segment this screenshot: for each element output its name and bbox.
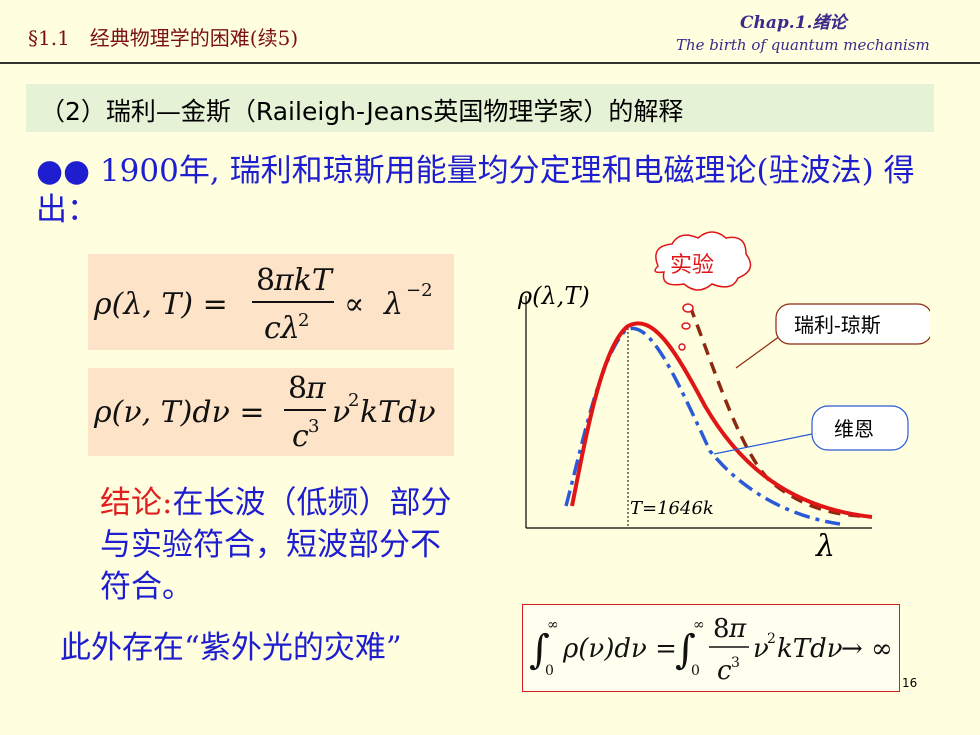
rayleigh-jeans-callout: 瑞利-琼斯 xyxy=(735,303,930,369)
ultraviolet-catastrophe-formula: ∫ ∞ 0 ρ(ν)dν = ∫ ∞ 0 8 π c 3 ν 2 kTdν → … xyxy=(522,604,900,692)
svg-text:→ ∞: → ∞ xyxy=(841,634,893,664)
svg-text:3: 3 xyxy=(731,655,740,671)
svg-text:π: π xyxy=(305,371,327,406)
svg-text:∞: ∞ xyxy=(693,617,705,633)
wien-callout-label: 维恩 xyxy=(834,417,874,441)
svg-text:∝: ∝ xyxy=(344,287,364,322)
wien-callout: 维恩 xyxy=(713,405,909,455)
ultraviolet-catastrophe-text: 此外存在“紫外光的灾难” xyxy=(60,630,402,666)
svg-text:ρ(ν, T)dν =: ρ(ν, T)dν = xyxy=(93,395,264,430)
svg-text:8: 8 xyxy=(713,614,730,644)
formula-3-svg: ∫ ∞ 0 ρ(ν)dν = ∫ ∞ 0 8 π c 3 ν 2 kTdν → … xyxy=(529,614,893,686)
svg-text:cλ: cλ xyxy=(264,311,300,346)
experiment-callout-label: 实验 xyxy=(670,253,714,278)
page-number: 16 xyxy=(902,676,918,690)
svg-text:2: 2 xyxy=(767,631,776,647)
formula-1-svg: ρ(λ, T) = 8 πkT cλ 2 ∝ λ −2 xyxy=(93,263,433,346)
temperature-label: T=1646k xyxy=(630,498,714,519)
svg-text:∫: ∫ xyxy=(529,627,550,673)
svg-text:2: 2 xyxy=(348,390,359,411)
svg-text:ν: ν xyxy=(753,634,769,664)
experiment-callout: 实验 xyxy=(654,231,752,351)
svg-text:0: 0 xyxy=(545,663,554,679)
section-heading: （2）瑞利—金斯（Raileigh-Jeans英国物理学家）的解释 xyxy=(40,97,684,126)
formula-2-svg: ρ(ν, T)dν = 8 π c 3 ν 2 kTdν xyxy=(93,371,436,454)
svg-text:0: 0 xyxy=(691,663,700,679)
svg-text:3: 3 xyxy=(308,416,319,437)
conclusion-text: 在长波（低频）部分与实验符合，短波部分不符合。 xyxy=(100,485,452,605)
rayleigh-jeans-wavelength-formula: ρ(λ, T) = 8 πkT cλ 2 ∝ λ −2 xyxy=(88,254,454,350)
conclusion-label: 结论: xyxy=(100,485,173,521)
conclusion: 结论:在长波（低频）部分与实验符合，短波部分不符合。 xyxy=(100,482,460,608)
svg-text:−2: −2 xyxy=(406,280,433,301)
header-subtitle: The birth of quantum mechanism xyxy=(676,36,930,54)
svg-text:c: c xyxy=(292,419,309,454)
svg-text:ρ(ν)dν =: ρ(ν)dν = xyxy=(562,634,677,664)
svg-text:∞: ∞ xyxy=(547,617,559,633)
svg-text:2: 2 xyxy=(298,310,309,331)
svg-text:kTdν: kTdν xyxy=(777,634,843,664)
rayleigh-jeans-frequency-formula: ρ(ν, T)dν = 8 π c 3 ν 2 kTdν xyxy=(88,368,454,456)
section-heading-box xyxy=(26,84,934,132)
svg-text:8: 8 xyxy=(288,371,307,406)
y-axis-label: ρ(λ,T) xyxy=(517,282,590,310)
header-divider xyxy=(0,62,980,64)
svg-text:c: c xyxy=(717,656,732,686)
svg-text:8: 8 xyxy=(256,263,275,298)
svg-text:∫: ∫ xyxy=(675,627,696,673)
svg-text:λ: λ xyxy=(383,287,403,322)
bullet-icon: ●● xyxy=(36,153,91,189)
header-title: §1.1 经典物理学的困难(续5) xyxy=(28,26,299,50)
intro-paragraph: ●● 1900年, 瑞利和琼斯用能量均分定理和电磁理论(驻波法) 得出： xyxy=(36,152,936,230)
intro-text: 1900年, 瑞利和琼斯用能量均分定理和电磁理论(驻波法) 得出： xyxy=(36,153,915,228)
svg-text:ρ(λ, T) =: ρ(λ, T) = xyxy=(93,287,228,322)
svg-text:πkT: πkT xyxy=(273,263,334,298)
svg-text:ν: ν xyxy=(332,395,350,430)
x-axis-label: λ xyxy=(815,529,835,564)
svg-text:π: π xyxy=(728,614,747,644)
experiment-curve xyxy=(570,321,873,519)
svg-text:kTdν: kTdν xyxy=(360,395,436,430)
rayleigh-jeans-callout-label: 瑞利-琼斯 xyxy=(794,313,881,337)
header-chapter: Chap.1.绪论 xyxy=(740,13,847,33)
blackbody-spectrum-diagram: ρ(λ,T) λ T=1646k 实验 瑞利-琼斯 维恩 xyxy=(517,231,930,564)
